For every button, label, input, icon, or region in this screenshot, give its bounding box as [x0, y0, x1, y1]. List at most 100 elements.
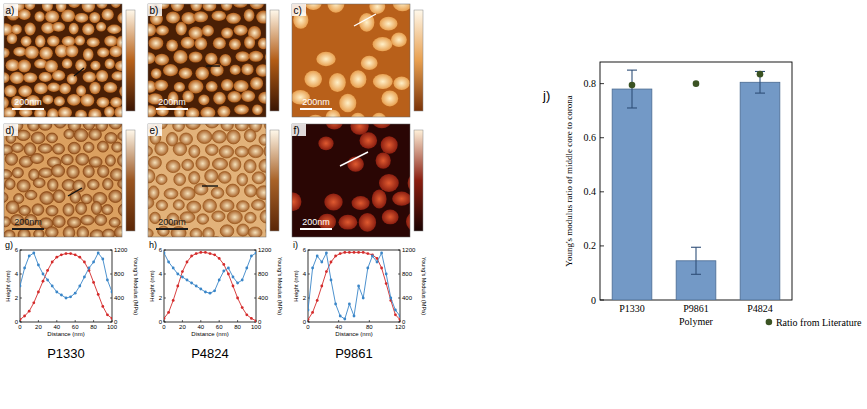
domain	[117, 12, 122, 23]
y-tick-label: 2	[159, 295, 163, 301]
bar	[740, 82, 780, 300]
y2-tick-label: 1200	[402, 247, 416, 253]
domain	[110, 97, 122, 107]
domain	[234, 80, 249, 92]
profile-point	[236, 282, 239, 285]
domain	[35, 35, 45, 47]
literature-point	[629, 82, 636, 89]
error-bar	[627, 70, 637, 108]
domain	[221, 79, 234, 91]
image-frame	[148, 124, 266, 237]
domain	[148, 52, 156, 64]
x-tick-label: P9861	[683, 303, 709, 314]
domain	[46, 227, 59, 237]
profile-point	[106, 279, 109, 282]
profile-point	[32, 252, 35, 255]
domain	[18, 85, 32, 97]
profile-point	[106, 313, 109, 316]
profile-point	[399, 315, 400, 318]
domain	[89, 129, 102, 140]
domain	[226, 184, 239, 197]
x-tick-label: 0	[306, 324, 310, 330]
profile-point	[218, 279, 221, 282]
domain	[12, 143, 24, 152]
domain	[200, 107, 215, 117]
domain	[173, 200, 184, 210]
domain	[17, 180, 30, 192]
y-tick-label: 6	[15, 247, 19, 253]
domain	[81, 215, 95, 225]
y-tick	[600, 300, 604, 301]
domain	[221, 124, 233, 131]
domain	[102, 205, 113, 215]
domain	[155, 54, 170, 66]
domain	[166, 40, 178, 52]
domain	[260, 210, 266, 223]
domain	[4, 192, 8, 203]
domain	[118, 179, 122, 189]
profile-line	[74, 68, 84, 76]
profile-point	[385, 273, 388, 276]
profile-point	[101, 258, 104, 261]
letter-patch	[292, 4, 306, 16]
profile-point	[311, 311, 314, 314]
profile-point	[88, 267, 91, 270]
domain	[237, 201, 250, 212]
domain	[213, 37, 226, 49]
domain	[64, 129, 74, 139]
profile-point	[164, 252, 165, 255]
scale-bar	[156, 108, 188, 110]
domain	[237, 173, 248, 185]
image-frame	[148, 4, 266, 117]
profile-point	[23, 267, 26, 270]
y-tick-label: 0	[303, 319, 307, 325]
domain	[90, 61, 100, 71]
domain	[352, 196, 370, 210]
y-axis-title: Height (nm)	[293, 270, 299, 301]
domain	[234, 105, 249, 115]
scale-bar-label: 200nm	[14, 217, 42, 227]
domain	[206, 81, 218, 92]
y-tick-label: 6	[303, 247, 307, 253]
domain	[25, 23, 36, 36]
domain	[65, 45, 78, 57]
domain	[205, 169, 218, 182]
afm-image	[4, 4, 122, 117]
x-axis-title: Distance (nm)	[335, 331, 372, 337]
domain	[63, 204, 74, 217]
domain	[393, 4, 410, 11]
domain	[212, 211, 225, 222]
domain	[28, 124, 40, 131]
domain	[212, 11, 227, 21]
domain	[96, 22, 106, 32]
domain	[75, 110, 87, 117]
domain	[83, 72, 96, 83]
x-tick	[56, 320, 57, 322]
y2-axis-title: Young's Modulus (MPa)	[421, 257, 427, 315]
domain	[21, 36, 32, 47]
domain	[88, 108, 101, 117]
profile-point	[51, 285, 54, 288]
x-tick-label: 40	[197, 324, 204, 330]
domain	[173, 50, 187, 64]
y-tick-label: 2	[303, 295, 307, 301]
domain	[6, 59, 20, 71]
domain	[102, 229, 114, 237]
domain	[111, 4, 121, 8]
domain	[52, 22, 65, 32]
profile-point	[320, 261, 323, 264]
color-bar	[126, 10, 135, 111]
domain	[77, 227, 89, 237]
domain	[318, 137, 333, 151]
domain	[40, 192, 54, 205]
profile-line	[202, 185, 218, 186]
domain	[35, 11, 45, 22]
domain	[372, 124, 391, 128]
domain	[229, 158, 240, 172]
x-axis-title: Polymer	[679, 316, 714, 327]
profile-point	[353, 315, 356, 318]
afm-image	[4, 124, 122, 237]
domain	[250, 4, 264, 9]
domain	[171, 4, 184, 12]
error-cap	[627, 70, 637, 71]
